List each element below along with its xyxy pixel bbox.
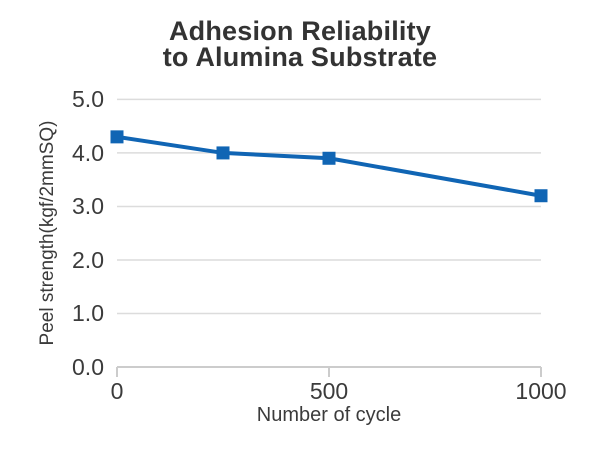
chart-title: Adhesion Reliability to Alumina Substrat… bbox=[0, 16, 600, 72]
y-tick-label: 4.0 bbox=[72, 139, 104, 166]
y-tick-label: 5.0 bbox=[72, 86, 104, 113]
x-tick-label: 0 bbox=[110, 378, 124, 404]
series-line bbox=[116, 134, 542, 198]
y-tick-label: 3.0 bbox=[72, 193, 104, 220]
chart-title-line1: Adhesion Reliability bbox=[168, 16, 432, 46]
y-tick-label: 0.0 bbox=[72, 354, 104, 380]
data-point-marker bbox=[322, 151, 336, 165]
y-tick-label: 2.0 bbox=[72, 246, 104, 273]
data-point-marker bbox=[216, 146, 230, 160]
data-point-marker bbox=[110, 130, 124, 144]
x-tick-label: 500 bbox=[309, 378, 349, 404]
y-tick-label: 1.0 bbox=[72, 300, 104, 327]
chart-title-line2: to Alumina Substrate bbox=[162, 42, 438, 72]
x-tick-label: 1000 bbox=[515, 378, 567, 404]
x-axis-title: Number of cycle bbox=[256, 404, 402, 426]
data-point-marker bbox=[534, 189, 548, 203]
